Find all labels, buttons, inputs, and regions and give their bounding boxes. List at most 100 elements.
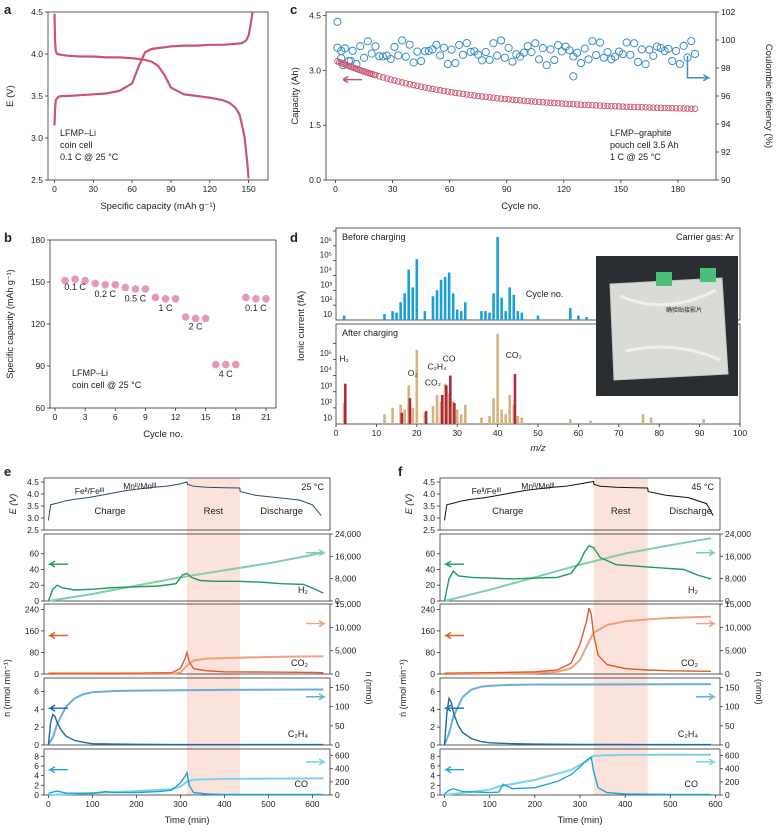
panel-b-point (161, 295, 170, 303)
panel-e-phase-rest: Rest (204, 506, 224, 517)
panel-e-gas-left-y-tick-label: 160 (25, 626, 39, 636)
panel-d-before-bar (383, 314, 386, 320)
panel-b-point (201, 314, 210, 323)
panel-c-capacity-point (478, 93, 486, 100)
panel-d-after-bar (403, 409, 406, 424)
panel-f-gas-left-arrow (443, 560, 464, 568)
panel-c-efficiency-point (455, 40, 464, 50)
panel-e-gas-right-y-tick-label: 10,000 (335, 622, 361, 632)
panel-d-before-bar (488, 312, 491, 320)
panel-e-gas-cumulative-line (48, 777, 324, 796)
panel-c-capacity-point (684, 105, 691, 112)
panel-b-point (221, 360, 230, 369)
panel-b-point (252, 295, 260, 303)
panel-e-gas-right-y-tick-label: 0 (335, 740, 340, 750)
panel-d-after-y-tick-label: 10² (320, 397, 332, 406)
panel-c-efficiency-point (679, 41, 688, 51)
panel-e-gas-left-arrow (47, 704, 68, 712)
panel-a-discharge-curve (53, 13, 250, 179)
panel-c-x-tick-label: 150 (614, 184, 628, 194)
panel-c-capacity-point (440, 87, 448, 95)
panel-c-efficiency-point (538, 44, 547, 53)
panel-f-voltage-ylabel: E (V) (404, 494, 414, 515)
panel-c-efficiency-point (553, 41, 563, 50)
panel-a-y-tick-label: 2.5 (31, 175, 43, 185)
panel-a-annotation: 0.1 C @ 25 °C (60, 152, 119, 162)
panel-c-capacity-point (532, 98, 539, 105)
panel-e-right-ylabel: n (nmol) (364, 671, 374, 704)
panel-d-mid-note: Cycle no. (526, 289, 564, 299)
panel-c-efficiency-point (493, 51, 502, 60)
panel-c-efficiency-point (584, 55, 593, 64)
panel-a-annotation: LFMP–Li (60, 128, 96, 138)
panel-e-gas-left-arrow (47, 766, 68, 774)
panel-e-gas-left-y-tick-label: 6 (34, 761, 39, 771)
panel-c-efficiency-point (500, 53, 509, 62)
panel-c-capacity-point (448, 88, 455, 96)
panel-d-after-bar (435, 394, 439, 424)
panel-e-gas-right-arrow (306, 619, 327, 628)
panel-f-phase-rest: Rest (611, 506, 631, 517)
panel-c-capacity-point (668, 104, 676, 112)
panel-b-x-tick-label: 12 (171, 412, 181, 422)
panel-b-x-tick-label: 18 (231, 412, 241, 422)
panel-c-efficiency-point (630, 39, 639, 48)
panel-f-gas-left-y-tick-label: 2 (430, 722, 435, 732)
panel-d-before-bar (496, 236, 499, 320)
panel-c-efficiency-point (496, 36, 506, 45)
panel-b-rate-label: 0.1 C (245, 303, 267, 313)
panel-f-gas-right-y-tick-label: 10,000 (725, 622, 751, 632)
panel-c-capacity-point (414, 82, 421, 90)
panel-b-rate-label: 1 C (159, 303, 174, 313)
panel-d-before-bar (463, 302, 467, 320)
panel-d-photo-tab-left (656, 272, 672, 286)
panel-e-gas-right-y-tick-label: 8,000 (335, 574, 357, 584)
panel-a-x-tick-label: 60 (127, 184, 137, 194)
panel-f-x-tick-label: 300 (573, 799, 587, 809)
panel-c-efficiency-point (443, 59, 452, 69)
panel-d-after-title: After charging (342, 328, 398, 338)
panel-c-capacity-point (505, 96, 512, 103)
panel-a-x-tick-label: 150 (241, 184, 255, 194)
panel-a-x-tick-label: 30 (89, 184, 99, 194)
panel-f-gas-left-y-tick-label: 20 (426, 580, 436, 590)
panel-c-capacity-point (398, 79, 406, 86)
panel-c-efficiency-point (474, 50, 483, 59)
panel-b-point (61, 276, 69, 285)
panel-c-y-tick-label: 4.5 (309, 11, 321, 21)
panel-c-capacity-point (638, 104, 646, 111)
panel-c-efficiency-point (687, 36, 696, 46)
panel-e-x-tick-label: 500 (261, 799, 275, 809)
panel-c-capacity-point (592, 102, 600, 109)
panel-f-voltage-y-tick-label: 3.5 (423, 501, 435, 511)
panel-d-before-bar (585, 317, 588, 320)
panel-c-capacity-point (634, 103, 642, 111)
panel-c-capacity-point (497, 95, 505, 102)
panel-f-voltage-y-tick-label: 2.5 (423, 525, 435, 535)
panel-c-x-tick-label: 60 (445, 184, 455, 194)
panel-a-x-tick-label: 90 (166, 184, 176, 194)
panel-c-capacity-point (433, 86, 440, 93)
panel-b-point (101, 281, 110, 289)
panel-e-voltage-y-tick-label: 4.5 (27, 477, 39, 487)
panel-f-gas-name: CO₂ (681, 658, 699, 668)
panel-d-carrier-note: Carrier gas: Ar (676, 232, 734, 242)
panel-b-point (121, 283, 130, 292)
panel-f-gas-right-y-tick-label: 5,000 (725, 646, 747, 656)
panel-d-species-label: CO₂ (425, 378, 441, 388)
panel-f-gas-left-y-tick-label: 8 (430, 751, 435, 761)
panel-a-x-tick-label: 120 (203, 184, 217, 194)
panel-c-efficiency-point (599, 53, 608, 62)
panel-d-after-bar (391, 407, 394, 424)
panel-c-capacity-point (649, 104, 657, 111)
panel-c-efficiency-point (504, 43, 513, 53)
panel-b-point (131, 285, 140, 293)
panel-a-y-tick-label: 4.0 (31, 49, 43, 59)
panel-f-gas-right-y-tick-label: 400 (725, 764, 739, 774)
panel-d-before-bar (480, 311, 483, 320)
panel-c-capacity-point (425, 84, 432, 92)
panel-c-efficiency-point (413, 47, 422, 56)
panel-c-efficiency-point (489, 39, 498, 48)
panel-e-gas-right-arrow (306, 549, 327, 557)
